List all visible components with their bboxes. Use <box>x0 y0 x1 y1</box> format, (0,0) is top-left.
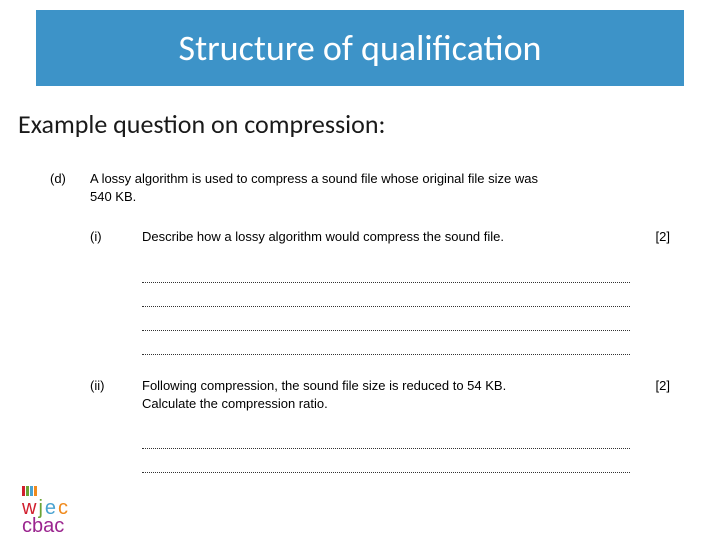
question-block: (d) A lossy algorithm is used to compres… <box>50 170 670 473</box>
sub-text-i: Describe how a lossy algorithm would com… <box>142 228 640 246</box>
wjec-cbac-logo: w j e c cbac <box>22 486 68 536</box>
dotted-line <box>142 287 630 307</box>
sub-text-ii-1: Following compression, the sound file si… <box>142 378 506 393</box>
answer-lines-i <box>142 263 670 355</box>
logo-cbac: cbac <box>22 516 68 536</box>
question-stem-row: (d) A lossy algorithm is used to compres… <box>50 170 670 206</box>
dotted-line <box>142 311 630 331</box>
sub-part-i: (i) Describe how a lossy algorithm would… <box>90 228 670 246</box>
logo-bars-icon <box>22 486 68 496</box>
sub-num-ii: (ii) <box>90 377 142 395</box>
dotted-line <box>142 335 630 355</box>
dotted-line <box>142 453 630 473</box>
slide-subtitle: Example question on compression: <box>18 108 720 140</box>
question-stem: A lossy algorithm is used to compress a … <box>90 170 670 206</box>
sub-part-ii: (ii) Following compression, the sound fi… <box>90 377 670 413</box>
answer-lines-ii <box>142 429 670 473</box>
sub-text-ii: Following compression, the sound file si… <box>142 377 640 413</box>
dotted-line <box>142 263 630 283</box>
question-letter: (d) <box>50 170 90 188</box>
sub-text-ii-2: Calculate the compression ratio. <box>142 396 328 411</box>
dotted-line <box>142 429 630 449</box>
slide-title: Structure of qualification <box>36 10 684 86</box>
stem-text-2: 540 KB. <box>90 189 136 204</box>
sub-num-i: (i) <box>90 228 142 246</box>
marks-i: [2] <box>640 228 670 246</box>
stem-text-1: A lossy algorithm is used to compress a … <box>90 171 538 186</box>
marks-ii: [2] <box>640 377 670 395</box>
